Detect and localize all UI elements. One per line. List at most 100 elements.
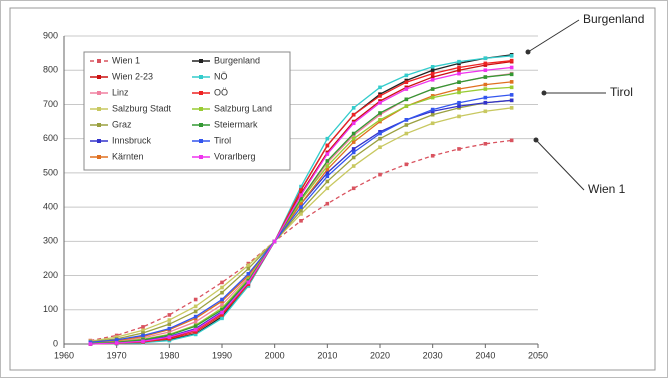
data-point [167, 330, 172, 334]
data-point [430, 112, 435, 117]
data-point [483, 142, 488, 146]
data-point [325, 186, 330, 191]
data-point [457, 104, 461, 108]
data-point [220, 280, 224, 285]
data-point [193, 297, 198, 302]
annotation-head [541, 90, 547, 96]
legend-marker [97, 75, 101, 79]
data-point [141, 325, 145, 329]
legend-label: Graz [112, 119, 132, 129]
data-point [378, 131, 382, 136]
data-point [299, 208, 303, 213]
annotation-head [525, 49, 531, 55]
data-point [457, 65, 461, 70]
legend-box [83, 51, 291, 171]
data-point [509, 106, 514, 110]
data-point [404, 118, 409, 122]
legend-marker [97, 139, 101, 143]
data-point [378, 145, 382, 150]
data-point [299, 196, 303, 201]
data-point [483, 61, 488, 66]
data-point [509, 80, 514, 84]
data-point [325, 164, 330, 168]
data-point [430, 153, 435, 158]
data-point [299, 201, 303, 206]
data-point [193, 332, 198, 337]
data-point [299, 219, 303, 223]
y-tick-label: 100 [43, 304, 58, 314]
y-tick-label: 300 [43, 236, 58, 246]
data-point [430, 107, 435, 112]
data-point [299, 205, 303, 209]
data-point [193, 319, 198, 324]
data-point [430, 65, 435, 69]
data-point [193, 314, 198, 319]
data-point [193, 309, 198, 314]
data-point [88, 342, 93, 346]
data-point [351, 150, 356, 155]
annotation-head [533, 137, 539, 143]
data-point [141, 328, 145, 333]
legend-label: Linz [112, 87, 129, 97]
data-point [193, 304, 198, 309]
data-point [220, 307, 224, 312]
data-point [220, 310, 224, 315]
data-point [430, 95, 435, 100]
legend-marker [199, 123, 203, 127]
data-point [430, 87, 435, 91]
legend-label: Steiermark [214, 119, 258, 129]
data-point [509, 98, 514, 103]
data-point [220, 297, 224, 302]
legend-label: Salzburg Land [214, 103, 272, 113]
data-point [246, 280, 251, 285]
legend-label: Vorarlberg [214, 151, 256, 161]
legend-marker [199, 91, 203, 95]
data-point [220, 285, 224, 290]
data-point [167, 333, 172, 337]
x-tick-label: 1980 [159, 350, 179, 360]
legend-marker [199, 139, 203, 143]
legend-label: OÖ [214, 87, 228, 97]
x-tick-label: 2050 [528, 350, 548, 360]
data-point [351, 155, 356, 160]
x-tick-label: 1970 [107, 350, 127, 360]
data-point [167, 313, 172, 317]
data-point [351, 121, 356, 126]
data-point [141, 331, 145, 335]
data-point [404, 162, 409, 167]
data-point [430, 68, 435, 73]
data-point [351, 106, 356, 110]
legend: Wien 1 Wien 2-23 Linz Salzburg Stadt Graz Inn… [83, 51, 291, 171]
data-point [509, 138, 514, 143]
data-point [430, 121, 435, 126]
data-point [351, 131, 356, 136]
data-point [509, 93, 514, 97]
data-point [483, 109, 488, 114]
legend-marker [199, 155, 203, 159]
y-tick-label: 900 [43, 30, 58, 40]
data-point [509, 54, 514, 58]
data-point [509, 65, 514, 70]
data-point [299, 212, 303, 216]
data-point [509, 58, 514, 63]
data-point [325, 174, 330, 179]
data-point [404, 123, 409, 127]
data-point [193, 327, 198, 332]
data-point [325, 201, 330, 206]
data-point [167, 326, 172, 331]
data-point [220, 290, 224, 295]
x-tick-label: 2020 [370, 350, 390, 360]
legend-label: Innsbruck [112, 135, 152, 145]
data-point [457, 59, 461, 64]
chart-border [9, 7, 656, 371]
legend-marker [97, 107, 101, 111]
data-point [299, 193, 303, 197]
data-point [220, 316, 224, 321]
legend-label: Salzburg Stadt [112, 103, 172, 113]
y-tick-label: 0 [53, 338, 58, 348]
data-point [430, 75, 435, 79]
legend-label: Wien 1 [112, 55, 140, 65]
data-point [325, 171, 330, 175]
data-point [378, 94, 382, 98]
